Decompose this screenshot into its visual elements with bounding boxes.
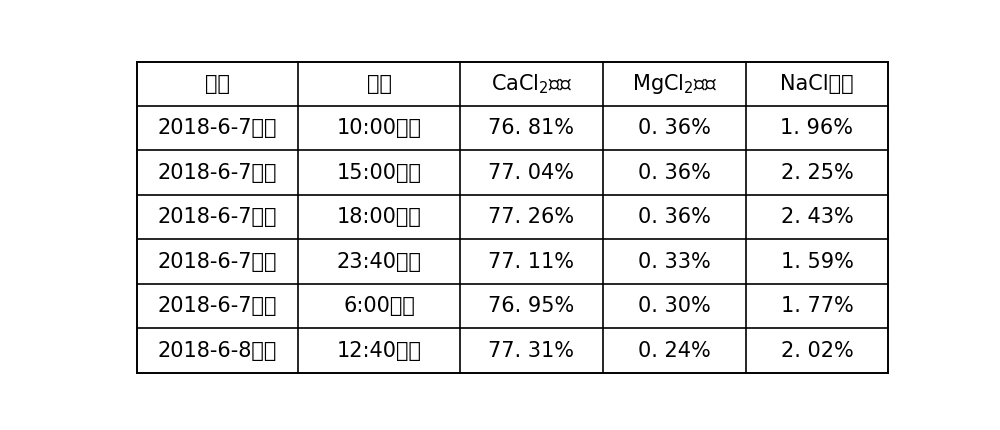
Text: 0. 30%: 0. 30% [638,296,711,316]
Text: 1. 77%: 1. 77% [781,296,853,316]
Text: 1. 96%: 1. 96% [780,118,853,138]
Text: NaCl含量: NaCl含量 [780,74,854,94]
Text: 77. 26%: 77. 26% [488,207,574,227]
Text: 0. 36%: 0. 36% [638,207,711,227]
Text: 时间: 时间 [367,74,392,94]
Text: 0. 24%: 0. 24% [638,341,711,360]
Text: 0. 33%: 0. 33% [638,252,711,272]
Text: 23:40钙粒: 23:40钙粒 [337,252,422,272]
Text: 10:00钙粒: 10:00钙粒 [337,118,422,138]
Text: 2018-6-8白班: 2018-6-8白班 [158,341,277,360]
Text: CaCl$_2$含量: CaCl$_2$含量 [491,72,572,95]
Text: 15:00钙粒: 15:00钙粒 [337,163,422,183]
Text: 日期: 日期 [205,74,230,94]
Text: 2018-6-7白班: 2018-6-7白班 [158,207,277,227]
Text: 77. 11%: 77. 11% [488,252,574,272]
Text: 77. 04%: 77. 04% [488,163,574,183]
Text: 76. 95%: 76. 95% [488,296,574,316]
Text: MgCl$_2$含量: MgCl$_2$含量 [632,72,717,96]
Text: 77. 31%: 77. 31% [488,341,574,360]
Text: 76. 81%: 76. 81% [488,118,574,138]
Text: 6:00钙粒: 6:00钙粒 [343,296,415,316]
Text: 2018-6-7白班: 2018-6-7白班 [158,118,277,138]
Text: 0. 36%: 0. 36% [638,163,711,183]
Text: 2. 02%: 2. 02% [781,341,853,360]
Text: 12:40钙粒: 12:40钙粒 [337,341,422,360]
Text: 2018-6-7白班: 2018-6-7白班 [158,163,277,183]
Text: 18:00钙粒: 18:00钙粒 [337,207,422,227]
Text: 0. 36%: 0. 36% [638,118,711,138]
Text: 2018-6-7夜班: 2018-6-7夜班 [158,296,277,316]
Text: 2018-6-7夜班: 2018-6-7夜班 [158,252,277,272]
Text: 2. 43%: 2. 43% [781,207,853,227]
Text: 2. 25%: 2. 25% [781,163,853,183]
Text: 1. 59%: 1. 59% [781,252,853,272]
